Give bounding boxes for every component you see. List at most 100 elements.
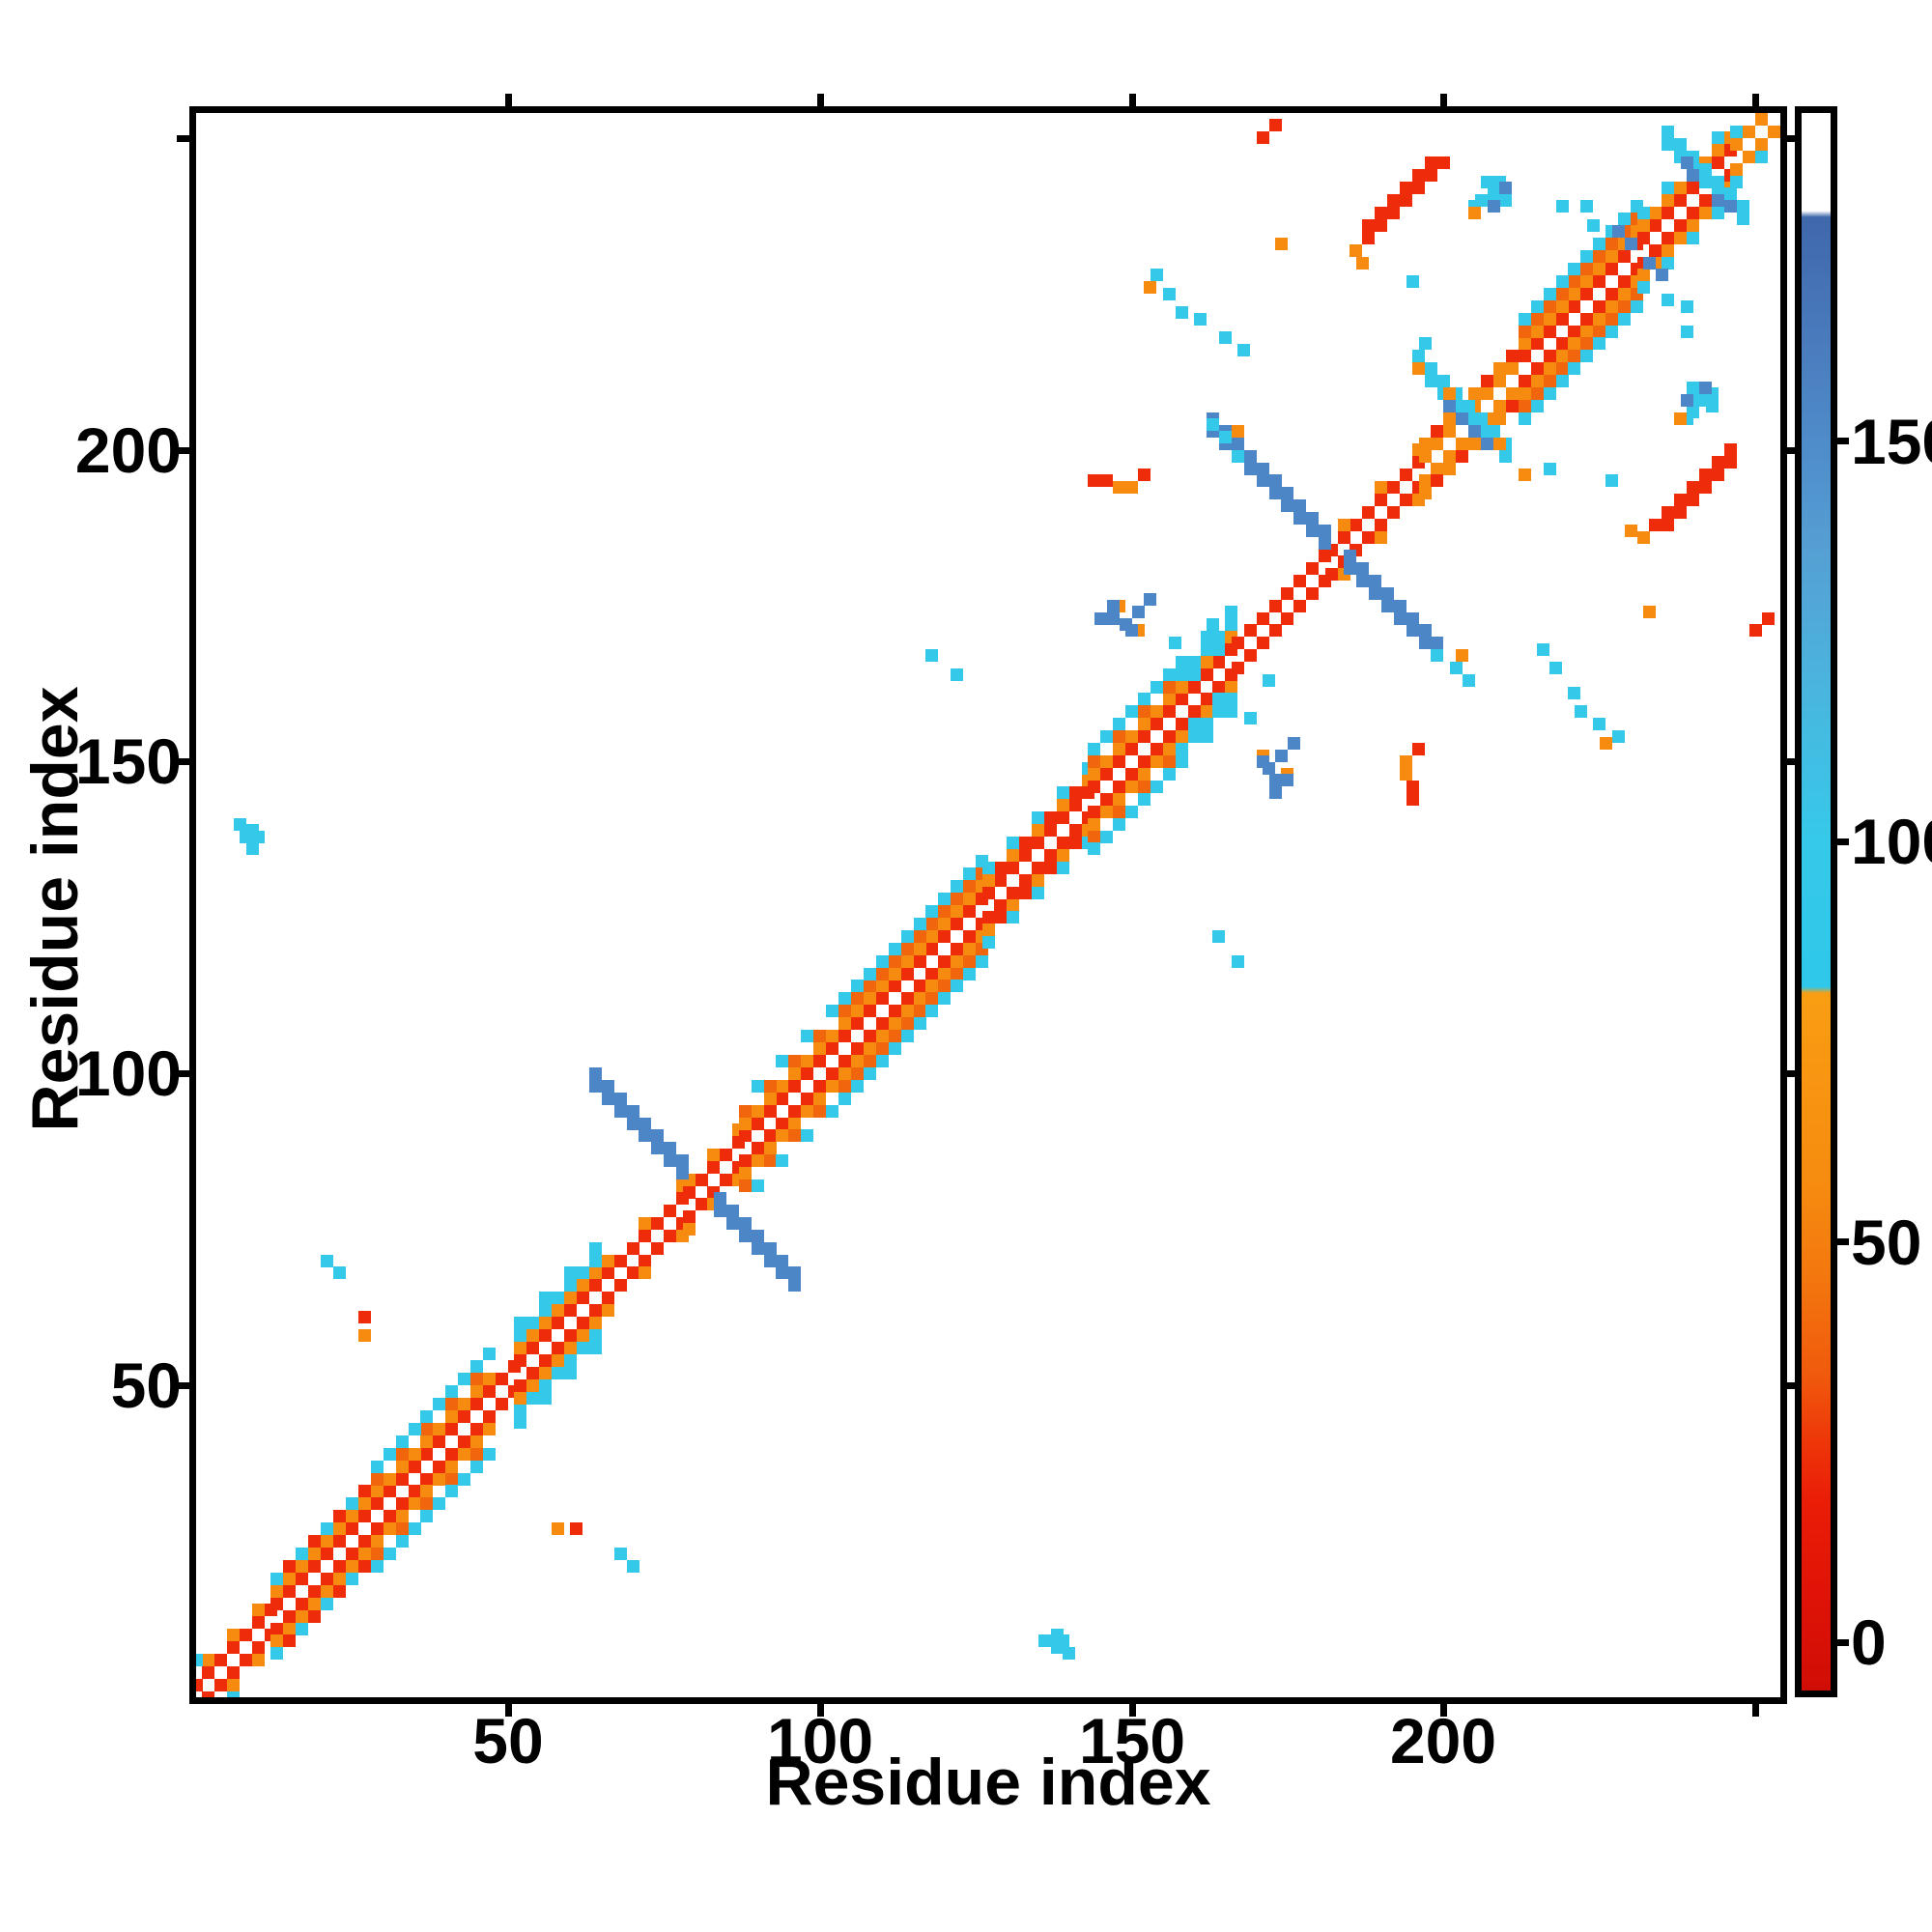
contact-cell — [526, 1378, 540, 1392]
contact-cell — [552, 1353, 564, 1367]
contact-cell — [345, 1548, 358, 1560]
contact-cell — [913, 992, 926, 1006]
contact-cell — [395, 1472, 409, 1486]
contact-cell — [981, 923, 995, 937]
contact-cell — [1412, 362, 1425, 376]
contact-cell — [1418, 624, 1432, 638]
contact-cell — [296, 1622, 309, 1635]
contact-cell — [720, 1173, 733, 1186]
contact-cell — [470, 1447, 484, 1461]
contact-cell — [1412, 169, 1425, 183]
contact-cell — [1518, 387, 1531, 401]
contact-cell — [1730, 137, 1744, 151]
contact-cell — [240, 1628, 253, 1641]
contact-cell — [1162, 693, 1176, 706]
contact-cell — [888, 980, 901, 993]
contact-cell — [976, 954, 988, 968]
contact-cell — [1231, 954, 1244, 968]
contact-cell — [483, 1373, 496, 1386]
contact-cell — [1137, 767, 1151, 781]
contact-cell — [563, 1304, 577, 1318]
contact-cell — [270, 1597, 284, 1610]
contact-cell — [888, 1030, 901, 1043]
contact-cell — [321, 1254, 334, 1267]
contact-cell — [1406, 792, 1419, 806]
contact-cell — [214, 1653, 228, 1666]
contact-cell — [1674, 493, 1688, 506]
contact-cell — [1705, 400, 1719, 412]
contact-cell — [1150, 269, 1163, 282]
contact-cell — [1400, 767, 1413, 781]
contact-cell — [1375, 530, 1388, 544]
contact-cell — [1418, 437, 1432, 450]
contact-cell — [725, 1216, 739, 1230]
contact-cell — [370, 1485, 384, 1498]
contact-cell — [738, 1129, 752, 1143]
colorbar-tick-label: 100 — [1851, 806, 1932, 877]
contact-cell — [1231, 437, 1244, 450]
contact-cell — [850, 1066, 864, 1080]
contact-cell — [1113, 480, 1126, 494]
contact-cell — [1481, 437, 1493, 450]
contact-cell — [1100, 730, 1114, 744]
contact-cell — [1212, 705, 1226, 719]
contact-cell — [1555, 375, 1569, 388]
contact-cell — [1175, 680, 1188, 694]
contact-cell — [370, 1497, 384, 1511]
contact-cell — [863, 1005, 876, 1018]
contact-cell — [202, 1665, 215, 1679]
contact-cell — [383, 1522, 396, 1536]
contact-cell — [1344, 549, 1356, 562]
contact-cell — [707, 1148, 721, 1161]
contact-cell — [563, 1292, 577, 1305]
contact-cell — [738, 1229, 752, 1242]
contact-cell — [445, 1422, 459, 1435]
contact-cell — [1605, 287, 1619, 300]
contact-cell — [639, 1266, 652, 1280]
contact-cell — [1543, 325, 1556, 338]
colorbar-tick-label: 150 — [1851, 406, 1932, 477]
contact-cell — [1462, 400, 1475, 412]
contact-cell — [539, 1304, 553, 1318]
contact-cell — [1568, 274, 1581, 288]
contact-cell — [951, 954, 964, 968]
contact-cell — [626, 1117, 639, 1130]
contact-cell — [1044, 848, 1058, 862]
contact-cell — [676, 1154, 690, 1168]
contact-cell — [1125, 780, 1138, 793]
contact-cell — [1593, 718, 1606, 731]
contact-cell — [1100, 805, 1114, 818]
contact-cell — [526, 1317, 540, 1330]
contact-cell — [850, 980, 864, 993]
contact-cell — [951, 668, 964, 681]
contact-cell — [1375, 493, 1388, 506]
contact-cell — [1593, 325, 1606, 338]
contact-cell — [345, 1510, 358, 1523]
contact-cell — [1468, 424, 1482, 438]
contact-cell — [1555, 200, 1569, 213]
contact-cell — [763, 1241, 777, 1255]
contact-cell — [283, 1634, 297, 1648]
contact-cell — [1200, 668, 1213, 681]
contact-cell — [801, 1092, 814, 1105]
contact-cell — [838, 1030, 851, 1043]
contact-cell — [1113, 805, 1126, 818]
contact-cell — [938, 992, 952, 1006]
contact-cell — [539, 1317, 553, 1330]
contact-cell — [1518, 325, 1531, 338]
contact-cell — [763, 1079, 777, 1093]
contact-cell — [1344, 561, 1356, 575]
contact-cell — [514, 1378, 527, 1392]
contact-cell — [1555, 312, 1569, 326]
contact-cell — [763, 1092, 777, 1105]
contact-cell — [1231, 449, 1244, 463]
contact-cell — [788, 1066, 802, 1080]
contact-cell — [1593, 312, 1606, 326]
contact-cell — [1662, 206, 1675, 219]
contact-cell — [1231, 662, 1244, 675]
contact-cell — [357, 1535, 371, 1548]
contact-cell — [1032, 886, 1045, 899]
contact-cell — [1306, 512, 1320, 526]
contact-cell — [994, 873, 1008, 887]
contact-cell — [1324, 568, 1338, 582]
